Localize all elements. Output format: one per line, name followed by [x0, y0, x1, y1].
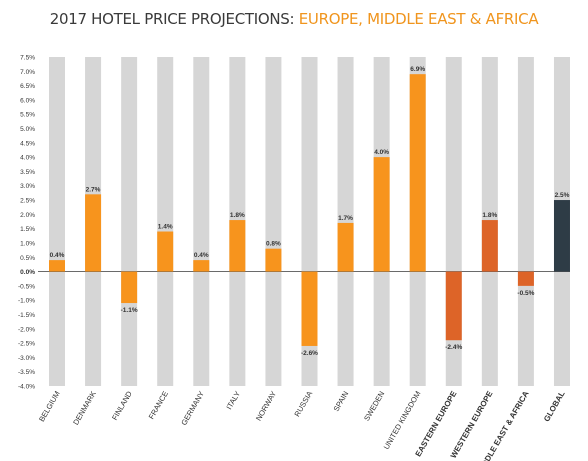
y-tick-label: -2.0%: [18, 326, 35, 333]
bar-russia: [301, 271, 318, 346]
bar-france: [157, 231, 174, 272]
background-column: [265, 57, 282, 386]
y-tick-label: 2.0%: [20, 212, 35, 219]
y-tick-label: -1.0%: [18, 298, 35, 305]
y-tick-label: 2.5%: [20, 198, 35, 205]
bar-eastern-europe: [445, 271, 462, 341]
bar-norway: [265, 248, 282, 272]
data-label: 2.7%: [86, 186, 101, 193]
data-label: 1.4%: [158, 224, 173, 231]
bar-finland: [121, 271, 138, 304]
y-tick-label: -1.5%: [18, 312, 35, 319]
y-tick-label: 5.5%: [20, 112, 35, 119]
data-label: 1.7%: [338, 215, 353, 222]
y-tick-label: 4.0%: [20, 155, 35, 162]
category-label: FRANCE: [147, 390, 170, 421]
background-column: [49, 57, 65, 386]
data-label: 0.4%: [50, 252, 65, 259]
bar-sweden: [373, 157, 390, 272]
chart-title-highlight: EUROPE, MIDDLE EAST & AFRICA: [298, 10, 539, 28]
bar-western-europe: [481, 220, 498, 272]
category-label: UNITED KINGDOM: [382, 390, 423, 452]
chart-title-main: 2017 HOTEL PRICE PROJECTIONS:: [49, 10, 299, 28]
bar-spain: [337, 222, 354, 272]
data-label: 6.9%: [410, 66, 425, 73]
y-tick-label: -0.5%: [18, 283, 35, 290]
category-label: NORWAY: [254, 390, 278, 423]
background-column: [157, 57, 174, 386]
y-tick-label: 1.0%: [20, 240, 35, 247]
y-tick-label: -4.0%: [18, 384, 35, 391]
category-label: DENMARK: [71, 390, 98, 427]
y-tick-label: -3.0%: [18, 355, 35, 362]
data-label: 2.5%: [555, 192, 570, 199]
category-label: SPAIN: [332, 390, 351, 414]
y-tick-label: 5.0%: [20, 126, 35, 133]
category-label: ITALY: [224, 390, 242, 412]
y-tick-label: 4.5%: [20, 140, 35, 147]
data-label: -2.6%: [301, 350, 318, 357]
chart-title: 2017 HOTEL PRICE PROJECTIONS: EUROPE, MI…: [0, 10, 588, 28]
data-label: -1.1%: [121, 307, 138, 314]
y-tick-label: 6.0%: [20, 97, 35, 104]
y-tick-label: 1.5%: [20, 226, 35, 233]
data-label: 1.8%: [482, 212, 497, 219]
data-label: 1.8%: [230, 212, 245, 219]
background-column: [193, 57, 210, 386]
category-label: GERMANY: [179, 390, 206, 427]
data-label: 4.0%: [374, 149, 389, 156]
bar-global: [553, 200, 570, 272]
category-label: FINLAND: [110, 389, 134, 422]
y-tick-label: -3.5%: [18, 369, 35, 376]
category-label: BELGIUM: [37, 390, 62, 424]
category-label: GLOBAL: [542, 389, 567, 423]
y-tick-label: 7.5%: [20, 55, 35, 62]
bar-united-kingdom: [409, 74, 426, 272]
y-tick-label: 0.5%: [20, 255, 35, 262]
background-column: [121, 57, 138, 386]
y-tick-label: 7.0%: [20, 69, 35, 76]
background-column: [517, 57, 534, 386]
bar-belgium: [49, 260, 65, 272]
y-tick-label: 3.5%: [20, 169, 35, 176]
bar-italy: [229, 220, 246, 272]
y-tick-label: 6.5%: [20, 83, 35, 90]
category-label: SWEDEN: [362, 390, 386, 423]
bar-denmark: [85, 194, 102, 272]
category-label: RUSSIA: [292, 390, 314, 419]
data-label: -0.5%: [517, 290, 534, 297]
bar-germany: [193, 260, 210, 272]
y-tick-label: 3.0%: [20, 183, 35, 190]
data-label: 0.8%: [266, 241, 281, 248]
bar-middle-east-africa: [517, 271, 534, 286]
data-label: 0.4%: [194, 252, 209, 259]
y-tick-label: -2.5%: [18, 341, 35, 348]
y-tick-label: 0.0%: [20, 269, 35, 276]
data-label: -2.4%: [445, 344, 462, 351]
background-column: [337, 57, 354, 386]
